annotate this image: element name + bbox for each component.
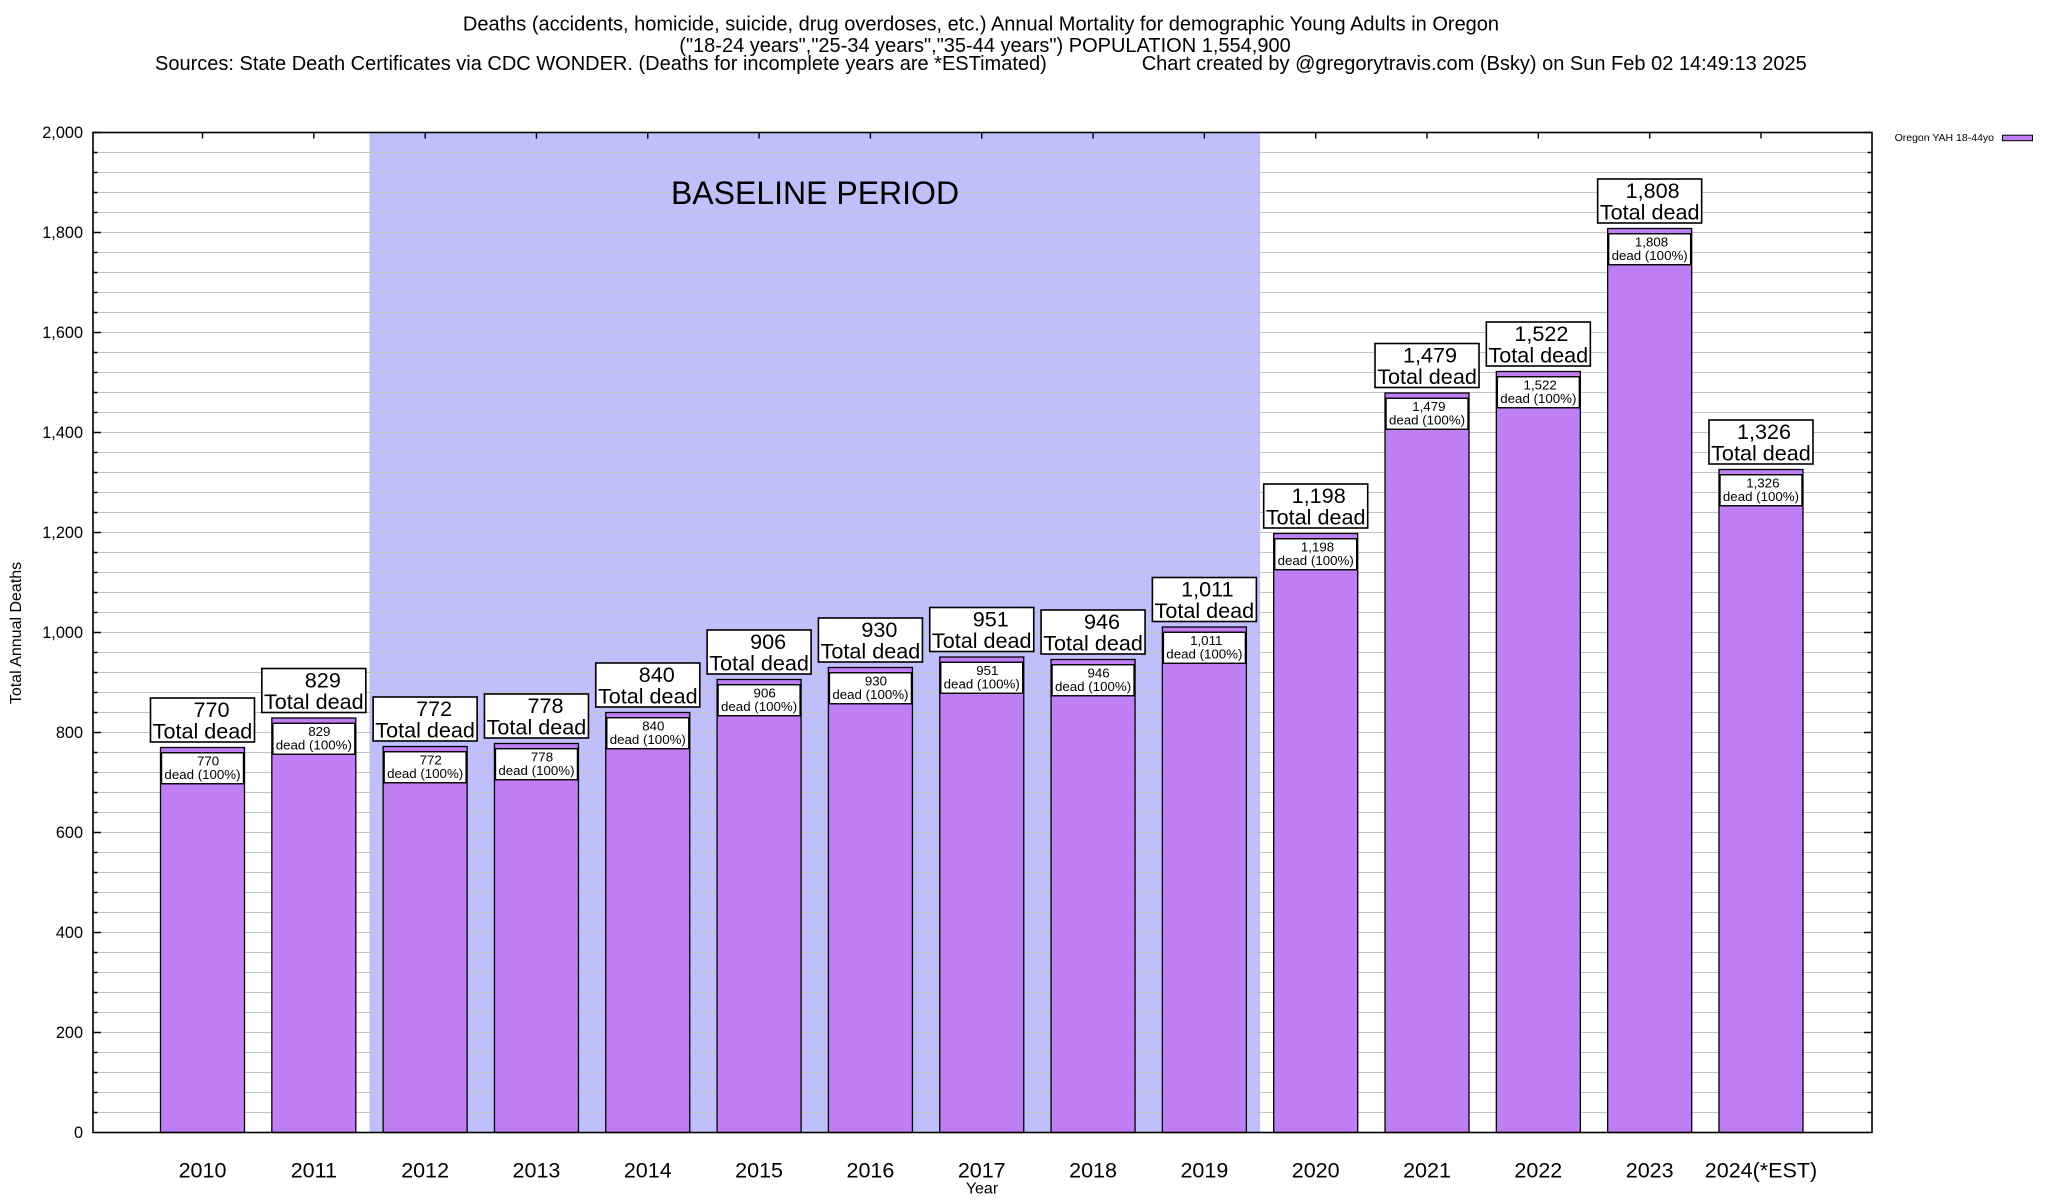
- svg-text:Total dead: Total dead: [153, 719, 253, 744]
- svg-text:("18-24 years","25-34 years",": ("18-24 years","25-34 years","35-44 year…: [679, 35, 1290, 57]
- svg-text:2010: 2010: [179, 1159, 227, 1183]
- svg-text:Chart created by @gregorytravi: Chart created by @gregorytravis.com (Bsk…: [1142, 53, 1807, 75]
- svg-text:Oregon YAH 18-44yo: Oregon YAH 18-44yo: [1895, 132, 1995, 144]
- svg-text:930: 930: [861, 617, 897, 642]
- svg-text:1,522: 1,522: [1524, 378, 1557, 393]
- svg-text:dead (100%): dead (100%): [944, 677, 1020, 692]
- svg-text:Sources: State Death Certifica: Sources: State Death Certificates via CD…: [155, 53, 1047, 75]
- svg-text:dead (100%): dead (100%): [1166, 647, 1242, 662]
- svg-text:1,808: 1,808: [1635, 235, 1668, 250]
- svg-text:772: 772: [416, 696, 452, 721]
- svg-text:Total dead: Total dead: [821, 639, 921, 664]
- svg-text:1,000: 1,000: [42, 624, 83, 642]
- svg-text:Total Annual Deaths: Total Annual Deaths: [8, 562, 25, 704]
- svg-text:840: 840: [642, 719, 664, 734]
- svg-text:1,011: 1,011: [1181, 577, 1233, 602]
- svg-text:951: 951: [976, 663, 998, 678]
- svg-text:dead (100%): dead (100%): [498, 763, 574, 778]
- svg-text:Total dead: Total dead: [1043, 631, 1143, 656]
- svg-text:951: 951: [973, 607, 1009, 632]
- svg-text:2012: 2012: [401, 1159, 449, 1183]
- svg-text:dead (100%): dead (100%): [832, 687, 908, 702]
- svg-text:dead (100%): dead (100%): [1612, 248, 1688, 263]
- svg-text:Year: Year: [966, 1181, 999, 1198]
- svg-text:2023: 2023: [1626, 1159, 1674, 1183]
- svg-text:2013: 2013: [513, 1159, 561, 1183]
- svg-text:Total dead: Total dead: [1377, 364, 1477, 389]
- svg-text:dead (100%): dead (100%): [1389, 413, 1465, 428]
- svg-text:Total dead: Total dead: [709, 651, 809, 676]
- svg-text:Total dead: Total dead: [932, 628, 1032, 653]
- svg-text:840: 840: [639, 662, 675, 687]
- svg-text:772: 772: [420, 753, 442, 768]
- svg-text:770: 770: [193, 697, 229, 722]
- svg-text:2024(*EST): 2024(*EST): [1705, 1159, 1817, 1183]
- svg-text:Total dead: Total dead: [1711, 441, 1811, 466]
- svg-text:1,198: 1,198: [1292, 483, 1346, 508]
- svg-text:dead (100%): dead (100%): [610, 732, 686, 747]
- svg-text:1,479: 1,479: [1412, 399, 1445, 414]
- svg-text:2014: 2014: [624, 1159, 672, 1183]
- svg-text:dead (100%): dead (100%): [1723, 489, 1799, 504]
- svg-text:dead (100%): dead (100%): [387, 766, 463, 781]
- svg-text:2011: 2011: [291, 1159, 337, 1183]
- svg-text:dead (100%): dead (100%): [1278, 553, 1354, 568]
- svg-text:Total dead: Total dead: [264, 689, 364, 714]
- svg-text:Total dead: Total dead: [1266, 505, 1366, 530]
- svg-text:600: 600: [56, 824, 83, 842]
- svg-text:1,200: 1,200: [42, 524, 83, 542]
- svg-text:Total dead: Total dead: [1489, 343, 1589, 368]
- svg-text:2019: 2019: [1180, 1159, 1228, 1183]
- svg-text:Total dead: Total dead: [1600, 200, 1700, 225]
- svg-text:2020: 2020: [1292, 1159, 1340, 1183]
- svg-text:829: 829: [308, 724, 330, 739]
- svg-text:946: 946: [1088, 666, 1110, 681]
- svg-text:Total dead: Total dead: [375, 718, 475, 743]
- svg-text:Deaths (accidents, homicide, s: Deaths (accidents, homicide, suicide, dr…: [463, 14, 1499, 36]
- svg-text:Total dead: Total dead: [598, 684, 698, 709]
- svg-text:1,479: 1,479: [1403, 343, 1457, 368]
- svg-text:dead (100%): dead (100%): [164, 767, 240, 782]
- svg-text:0: 0: [74, 1124, 83, 1142]
- svg-text:Total dead: Total dead: [487, 715, 587, 740]
- svg-text:1,800: 1,800: [42, 224, 83, 242]
- svg-text:770: 770: [197, 754, 219, 769]
- svg-text:800: 800: [56, 724, 83, 742]
- svg-text:1,326: 1,326: [1746, 476, 1779, 491]
- svg-text:829: 829: [305, 668, 341, 693]
- svg-text:200: 200: [56, 1024, 83, 1042]
- svg-text:778: 778: [527, 693, 563, 718]
- svg-text:dead (100%): dead (100%): [721, 699, 797, 714]
- svg-text:dead (100%): dead (100%): [1055, 679, 1131, 694]
- svg-text:dead (100%): dead (100%): [276, 738, 352, 753]
- svg-text:dead (100%): dead (100%): [1500, 391, 1576, 406]
- svg-text:2,000: 2,000: [42, 124, 83, 142]
- svg-text:778: 778: [531, 750, 553, 765]
- svg-text:2022: 2022: [1514, 1159, 1562, 1183]
- svg-text:400: 400: [56, 924, 83, 942]
- svg-text:930: 930: [865, 674, 887, 689]
- svg-text:906: 906: [754, 686, 776, 701]
- svg-text:2016: 2016: [846, 1159, 894, 1183]
- svg-text:1,400: 1,400: [42, 424, 83, 442]
- svg-text:1,011: 1,011: [1190, 633, 1222, 648]
- svg-text:2018: 2018: [1069, 1159, 1117, 1183]
- svg-text:1,326: 1,326: [1737, 419, 1791, 444]
- svg-text:1,198: 1,198: [1301, 540, 1334, 555]
- svg-text:Total dead: Total dead: [1155, 598, 1255, 623]
- svg-text:BASELINE PERIOD: BASELINE PERIOD: [671, 175, 959, 211]
- svg-text:906: 906: [750, 629, 786, 654]
- svg-text:2021: 2021: [1403, 1159, 1451, 1183]
- svg-text:946: 946: [1084, 609, 1120, 634]
- svg-text:2015: 2015: [735, 1159, 783, 1183]
- svg-text:1,808: 1,808: [1626, 178, 1680, 203]
- svg-text:2017: 2017: [958, 1159, 1006, 1183]
- svg-text:1,522: 1,522: [1514, 321, 1568, 346]
- svg-text:1,600: 1,600: [42, 324, 83, 342]
